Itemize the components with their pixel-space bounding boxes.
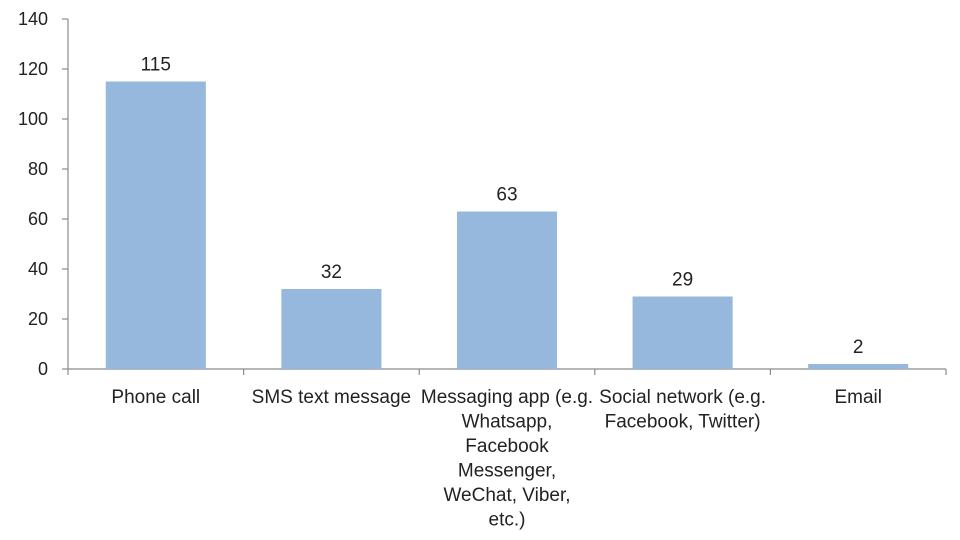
x-category-label-line: etc.) — [489, 510, 526, 531]
y-tick-label: 140 — [18, 9, 48, 29]
x-category-label-line: Messaging app (e.g. — [421, 387, 593, 408]
data-label: 29 — [672, 270, 693, 291]
bar — [105, 81, 206, 369]
x-axis — [67, 368, 947, 375]
data-label: 115 — [141, 55, 171, 76]
bar — [632, 296, 733, 369]
bar — [808, 364, 909, 369]
x-category-label-line: Social network (e.g. — [599, 387, 766, 408]
data-label: 32 — [321, 262, 342, 283]
data-label: 63 — [496, 185, 517, 206]
x-category-label: Social network (e.g. Facebook, Twitter) — [599, 387, 766, 433]
y-tick-label: 40 — [28, 259, 48, 279]
data-label: 2 — [853, 337, 864, 358]
x-category-label-line: WeChat, Viber, — [443, 485, 570, 506]
x-category-label-line: Facebook — [465, 436, 549, 457]
x-category-label-line: Facebook, Twitter) — [605, 412, 761, 433]
x-category-label: Phone call — [111, 387, 200, 408]
category-labels: Phone call SMS text message Messaging app … — [111, 387, 882, 531]
x-category-label-line: Whatsapp, — [462, 412, 553, 433]
y-tick-label: 60 — [28, 209, 48, 229]
bars — [105, 81, 909, 369]
x-category-label: SMS text message — [252, 387, 411, 408]
data-labels: 115 32 63 29 2 — [141, 55, 864, 359]
x-category-label: Email — [834, 387, 882, 408]
y-tick-label: 80 — [28, 159, 48, 179]
x-category-label-line: Phone call — [111, 387, 200, 408]
y-axis: 0 20 40 60 80 100 120 140 — [18, 9, 69, 379]
x-category-label: Messaging app (e.g. Whatsapp, Facebook Mess… — [421, 387, 593, 531]
y-tick-label: 0 — [38, 359, 48, 379]
bar — [456, 211, 558, 369]
x-category-label-line: SMS text message — [252, 387, 411, 408]
y-tick-label: 20 — [28, 309, 48, 329]
y-tick-label: 100 — [18, 109, 48, 129]
y-tick-label: 120 — [18, 59, 48, 79]
bar — [281, 289, 382, 369]
x-category-label-line: Email — [834, 387, 882, 408]
x-category-label-line: Messenger, — [458, 461, 556, 482]
